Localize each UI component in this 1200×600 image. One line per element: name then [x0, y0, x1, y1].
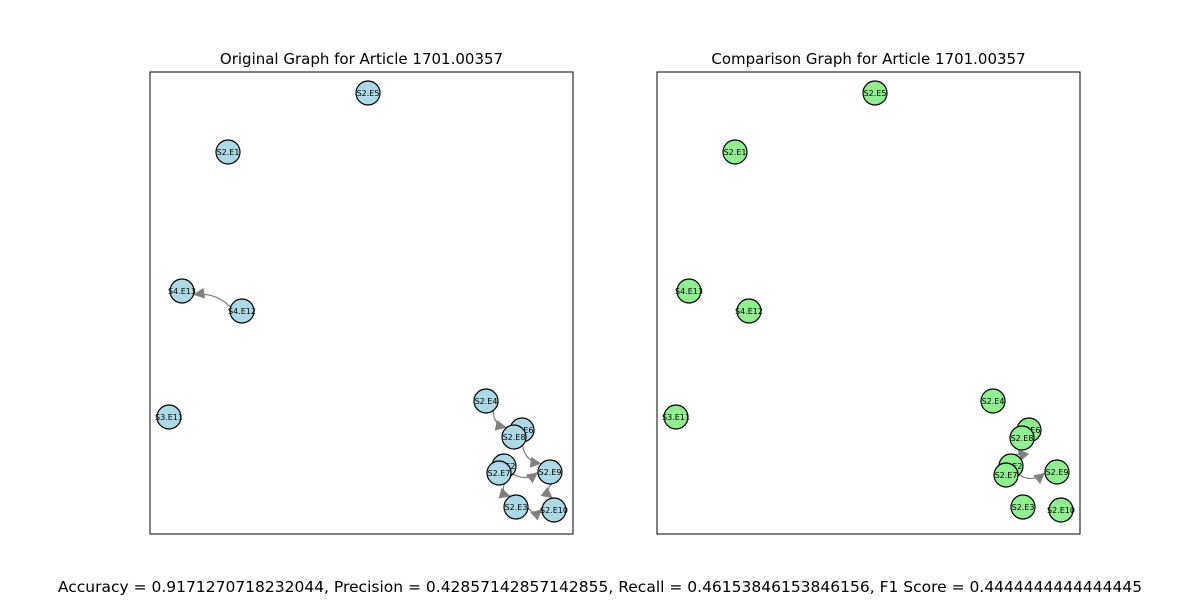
- node-label: S2.E8: [1011, 434, 1034, 443]
- original-graph-nodes: S2.E5S2.E1S4.E13S4.E12S3.E11S2.E4S2.E6S2…: [155, 80, 568, 523]
- comparison-node-s2-e5: S2.E5: [862, 80, 888, 106]
- node-label: S2.E5: [864, 89, 887, 98]
- original-node-s2-e10: S2.E10: [540, 497, 568, 523]
- node-circle: [1048, 497, 1074, 523]
- node-circle: [486, 460, 512, 486]
- node-label: S2.E10: [540, 506, 568, 515]
- original-edge-s4-e12-to-s4-e13: [193, 287, 232, 308]
- node-label: S2.E4: [475, 397, 498, 406]
- node-circle: [980, 388, 1006, 414]
- original-node-s2-e4: S2.E4: [473, 388, 499, 414]
- node-label: S2.E10: [1047, 506, 1075, 515]
- arrowhead-icon: [1033, 472, 1046, 484]
- original-node-s4-e13: S4.E13: [168, 278, 196, 304]
- node-label: S4.E13: [168, 287, 196, 296]
- node-circle: [676, 278, 702, 304]
- node-circle: [993, 462, 1019, 488]
- node-label: S2.E4: [982, 397, 1005, 406]
- node-label: S2.E7: [995, 471, 1018, 480]
- arrowhead-icon: [530, 509, 543, 521]
- comparison-graph-panel: Comparison Graph for Article 1701.00357 …: [656, 50, 1081, 535]
- comparison-node-s2-e8: S2.E8: [1009, 425, 1035, 451]
- original-node-s2-e1: S2.E1: [215, 139, 241, 165]
- node-circle: [862, 80, 888, 106]
- comparison-node-s2-e7: S2.E7: [993, 462, 1019, 488]
- arrowhead-icon: [193, 287, 206, 299]
- node-circle: [1010, 494, 1036, 520]
- node-label: S4.E12: [228, 307, 256, 316]
- node-label: S4.E13: [675, 287, 703, 296]
- node-circle: [541, 497, 567, 523]
- original-node-s2-e8: S2.E8: [501, 424, 527, 450]
- node-circle: [722, 139, 748, 165]
- node-label: S2.E1: [724, 148, 747, 157]
- original-edge-s2-e7-to-s2-e3: [498, 483, 511, 499]
- node-circle: [503, 494, 529, 520]
- original-node-s2-e9: S2.E9: [537, 459, 563, 485]
- node-label: S2.E1: [217, 148, 240, 157]
- comparison-node-s2-e10: S2.E10: [1047, 497, 1075, 523]
- arrowhead-icon: [494, 419, 507, 431]
- original-edge-s2-e8-to-s2-e9: [522, 445, 542, 468]
- node-circle: [663, 404, 689, 430]
- node-circle: [501, 424, 527, 450]
- node-circle: [1044, 459, 1070, 485]
- arrowhead-icon: [529, 456, 542, 468]
- comparison-node-s2-e3: S2.E3: [1010, 494, 1036, 520]
- original-node-s2-e5: S2.E5: [355, 80, 381, 106]
- node-label: S2.E7: [488, 469, 511, 478]
- comparison-node-s2-e4: S2.E4: [980, 388, 1006, 414]
- original-node-s2-e7: S2.E7: [486, 460, 512, 486]
- node-circle: [355, 80, 381, 106]
- figure: Original Graph for Article 1701.00357 S2…: [149, 50, 1081, 535]
- original-node-s3-e11: S3.E11: [155, 404, 183, 430]
- node-label: S3.E11: [155, 413, 183, 422]
- node-circle: [736, 298, 762, 324]
- node-circle: [537, 459, 563, 485]
- original-node-s4-e12: S4.E12: [228, 298, 256, 324]
- node-label: S4.E12: [735, 307, 763, 316]
- original-edge-s2-e9-to-s2-e10: [540, 483, 554, 499]
- arrowhead-icon: [498, 487, 511, 499]
- comparison-graph-title: Comparison Graph for Article 1701.00357: [711, 50, 1025, 68]
- node-circle: [156, 404, 182, 430]
- node-label: S2.E3: [505, 503, 528, 512]
- original-edge-s2-e3-to-s2-e10: [527, 507, 543, 521]
- original-graph-title: Original Graph for Article 1701.00357: [220, 50, 503, 68]
- node-circle: [169, 278, 195, 304]
- node-label: S3.E11: [662, 413, 690, 422]
- comparison-edge-s2-e7-to-s2-e9: [1017, 472, 1046, 484]
- original-edge-s2-e4-to-s2-e8: [492, 410, 507, 431]
- original-node-s2-e3: S2.E3: [503, 494, 529, 520]
- comparison-node-s2-e9: S2.E9: [1044, 459, 1070, 485]
- node-circle: [473, 388, 499, 414]
- comparison-node-s3-e11: S3.E11: [662, 404, 690, 430]
- arrowhead-icon: [525, 472, 539, 484]
- node-label: S2.E9: [539, 468, 562, 477]
- original-graph-edges: [193, 287, 554, 521]
- original-edge-s2-e7-to-s2-e9: [510, 471, 539, 484]
- original-graph-panel: Original Graph for Article 1701.00357 S2…: [149, 50, 574, 535]
- comparison-node-s4-e12: S4.E12: [735, 298, 763, 324]
- comparison-graph-nodes: S2.E5S2.E1S4.E13S4.E12S3.E11S2.E4S2.E6S2…: [662, 80, 1075, 523]
- node-label: S2.E8: [503, 433, 526, 442]
- node-label: S2.E3: [1012, 503, 1035, 512]
- comparison-node-s4-e13: S4.E13: [675, 278, 703, 304]
- original-graph-frame: [149, 71, 574, 535]
- node-label: S2.E5: [357, 89, 380, 98]
- node-label: S2.E9: [1046, 468, 1069, 477]
- metrics-summary: Accuracy = 0.9171270718232044, Precision…: [57, 578, 1143, 596]
- node-circle: [215, 139, 241, 165]
- comparison-graph-frame: [656, 71, 1081, 535]
- arrowhead-icon: [540, 487, 553, 499]
- comparison-node-s2-e1: S2.E1: [722, 139, 748, 165]
- node-circle: [229, 298, 255, 324]
- node-circle: [1009, 425, 1035, 451]
